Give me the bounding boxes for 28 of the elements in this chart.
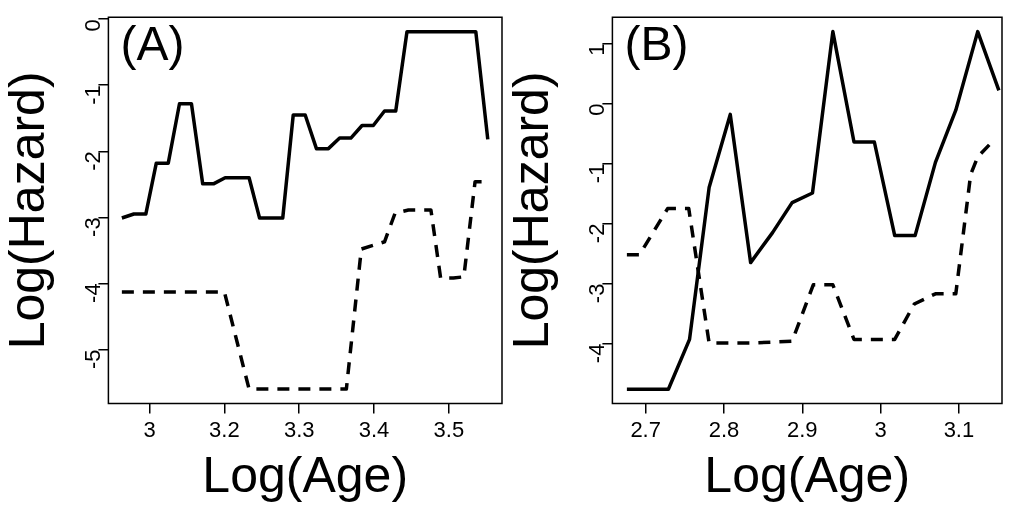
- y-tick-label: -4: [584, 343, 610, 364]
- x-axis-title: Log(Age): [202, 446, 409, 503]
- y-tick-label: 0: [584, 103, 610, 116]
- x-tick-label: 2.9: [787, 416, 818, 442]
- y-tick-label: -1: [584, 163, 610, 184]
- x-tick-label: 3.5: [433, 416, 465, 442]
- x-tick-label: 3.2: [209, 416, 240, 442]
- x-tick-label: 3.3: [283, 416, 315, 442]
- x-tick-label: 3: [874, 416, 887, 442]
- x-tick-label: 2.7: [630, 416, 661, 442]
- x-tick-label: 3.4: [358, 416, 390, 442]
- y-tick-label: -2: [80, 151, 106, 171]
- y-tick-label: -2: [584, 223, 610, 244]
- y-tick-label: 1: [584, 43, 610, 56]
- y-axis-title: Log(Hazard): [502, 71, 559, 350]
- y-tick-label: -1: [80, 85, 106, 105]
- x-tick-label: 2.8: [708, 416, 740, 442]
- x-tick-label: 3.1: [943, 416, 975, 442]
- annotation: (A): [120, 17, 185, 71]
- y-tick-label: -4: [80, 283, 106, 303]
- y-axis-title: Log(Hazard): [0, 71, 55, 350]
- y-tick-label: -3: [584, 283, 610, 304]
- annotation: (B): [624, 17, 689, 71]
- x-tick-label: 3: [143, 416, 156, 442]
- y-tick-label: -3: [80, 217, 106, 237]
- x-axis-title: Log(Age): [704, 446, 911, 503]
- y-tick-label: 0: [80, 19, 106, 32]
- y-tick-label: -5: [80, 349, 106, 369]
